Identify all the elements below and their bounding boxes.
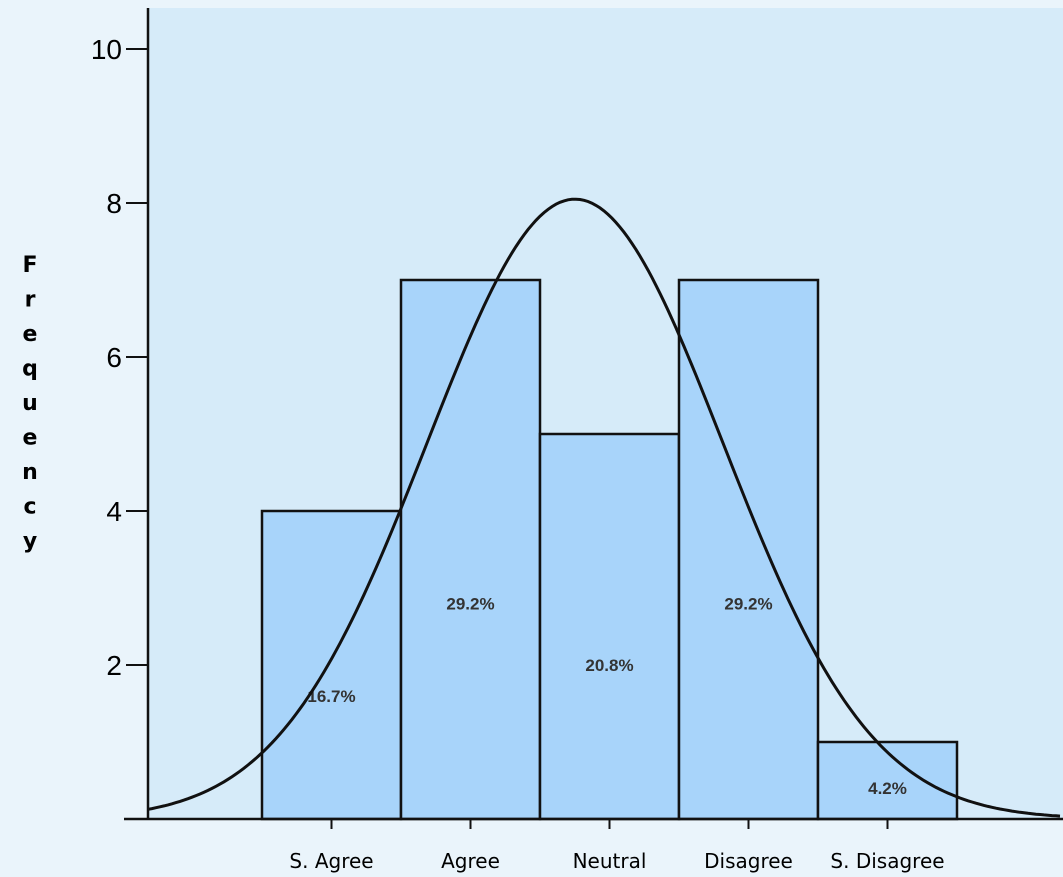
- data-labels-group: 16.7% 29.2% 20.8% 29.2% 4.2%: [307, 594, 906, 798]
- x-tick-label: Agree: [441, 849, 500, 873]
- bar-agree: [399, 278, 542, 821]
- y-axis-label-char: F: [22, 253, 37, 278]
- data-label: 20.8%: [585, 656, 633, 675]
- y-ticks-group: 2 4 6 8 10: [91, 34, 148, 681]
- y-axis-label-char: y: [23, 529, 37, 554]
- bar-neutral: [538, 432, 681, 821]
- x-tick-label: S. Agree: [289, 849, 373, 873]
- x-ticks-group: S. Agree Agree Neutral Disagree S. Disagree: [289, 819, 945, 873]
- y-axis-label-char: c: [23, 495, 36, 520]
- y-tick-label: 10: [91, 34, 122, 65]
- y-axis-label-char: e: [23, 322, 38, 347]
- data-label: 29.2%: [724, 594, 772, 613]
- bar-disagree: [677, 278, 820, 821]
- data-label: 29.2%: [446, 594, 494, 613]
- data-label: 4.2%: [868, 779, 907, 798]
- y-axis-label-char: n: [22, 460, 38, 485]
- y-tick-label: 2: [106, 650, 122, 681]
- normal-curve: [147, 197, 1061, 818]
- y-tick-label: 6: [106, 342, 122, 373]
- x-tick-label: S. Disagree: [830, 849, 944, 873]
- data-label: 16.7%: [307, 687, 355, 706]
- y-axis-label-char: e: [23, 426, 38, 451]
- y-axis-label-char: u: [22, 391, 38, 416]
- x-tick-label: Disagree: [704, 849, 793, 873]
- y-tick-label: 8: [106, 188, 122, 219]
- y-axis-label-char: r: [25, 288, 36, 313]
- x-tick-label: Neutral: [573, 849, 647, 873]
- y-tick-label: 4: [106, 496, 122, 527]
- y-axis-label-char: q: [22, 357, 38, 382]
